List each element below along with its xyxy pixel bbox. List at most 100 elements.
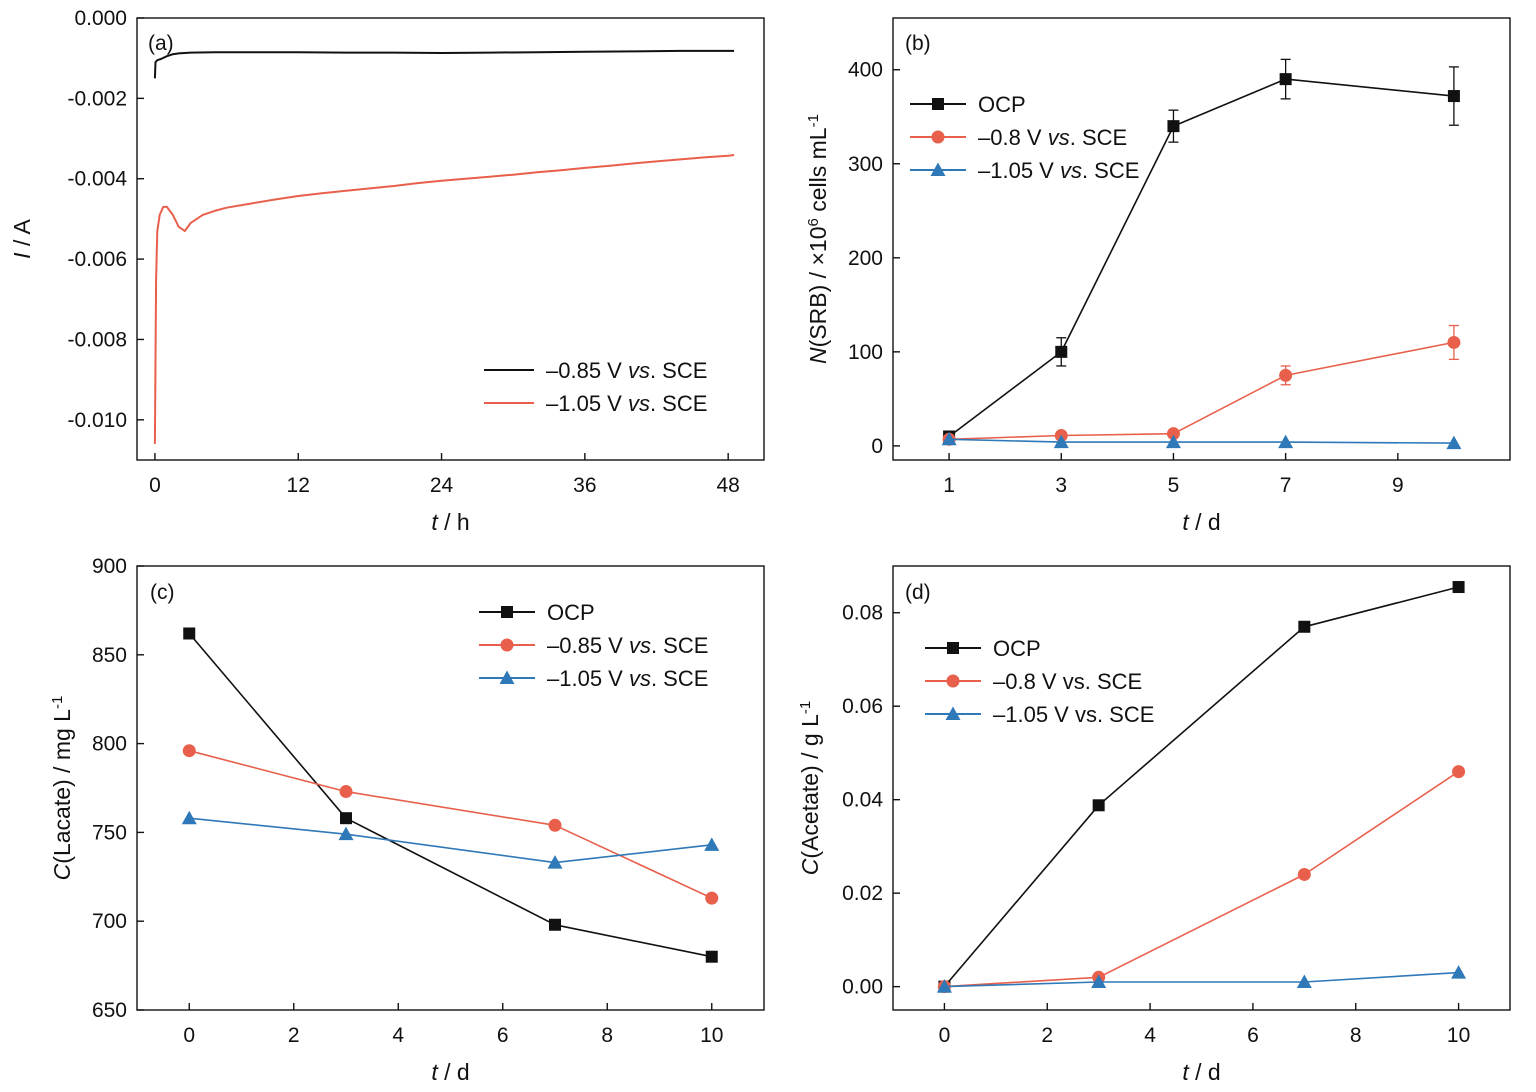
y-axis-label: I / A — [9, 219, 35, 259]
y-axis-label: C(Lacate) / mg L-1 — [49, 696, 76, 881]
data-point — [1167, 120, 1180, 133]
panel-label: (b) — [905, 32, 931, 55]
y-tick-label: 0.00 — [842, 976, 883, 999]
x-axis-label: t / d — [1182, 1059, 1220, 1085]
x-tick-label: 3 — [1055, 474, 1067, 497]
data-point — [1451, 965, 1467, 979]
x-tick-label: 9 — [1392, 474, 1404, 497]
plot-frame — [136, 17, 765, 461]
data-point — [547, 855, 563, 869]
data-point — [340, 812, 352, 825]
data-point — [1092, 799, 1105, 812]
y-tick-label: 0.000 — [74, 7, 127, 30]
y-axis-label: C(Acetate) / g L-1 — [797, 701, 824, 875]
y-tick-label: 0.06 — [842, 695, 883, 718]
x-tick-label: 2 — [1041, 1024, 1053, 1047]
series-line — [153, 154, 735, 444]
series-line — [153, 49, 735, 79]
data-point — [1166, 427, 1180, 441]
data-point — [1055, 345, 1068, 358]
x-tick-label: 7 — [1280, 474, 1292, 497]
y-tick-label: 850 — [92, 644, 127, 667]
y-tick-label: 200 — [848, 247, 883, 270]
y-tick-label: 700 — [92, 910, 127, 933]
x-tick-label: 24 — [430, 474, 454, 497]
data-point — [339, 785, 353, 799]
series-line — [949, 341, 1455, 441]
x-tick-label: 8 — [601, 1024, 613, 1047]
legend-marker — [946, 674, 960, 688]
legend-entry-label: –0.85 V vs. SCE — [546, 358, 707, 383]
legend-marker — [932, 98, 944, 110]
x-tick-label: 6 — [497, 1024, 509, 1047]
legend-marker — [500, 638, 514, 652]
data-point — [1165, 434, 1181, 449]
x-tick-label: 4 — [1144, 1024, 1156, 1047]
legend-marker — [945, 706, 961, 720]
panel-label: (d) — [905, 581, 931, 604]
plot-frame — [892, 565, 1511, 1011]
x-tick-label: 0 — [149, 474, 161, 497]
y-tick-label: -0.002 — [67, 87, 127, 110]
data-point — [338, 826, 354, 841]
legend-entry-label: –0.8 V vs. SCE — [978, 125, 1127, 150]
series-line — [189, 817, 712, 864]
x-tick-label: 48 — [716, 474, 739, 497]
data-point — [1091, 974, 1107, 988]
legend-marker — [931, 130, 945, 144]
y-tick-label: 650 — [92, 999, 127, 1022]
legend-entry-label: –0.8 V vs. SCE — [993, 669, 1142, 694]
series-line — [189, 749, 713, 899]
data-point — [1452, 765, 1466, 779]
data-point — [705, 891, 719, 905]
legend-entry-label: –0.85 V vs. SCE — [547, 633, 708, 658]
y-tick-label: -0.010 — [67, 409, 127, 432]
data-point — [549, 918, 561, 931]
series-line — [944, 971, 1459, 988]
series-line — [944, 770, 1460, 988]
y-tick-label: 300 — [848, 153, 883, 176]
panel-label: (a) — [148, 32, 174, 55]
x-tick-label: 2 — [288, 1024, 300, 1047]
series-line — [949, 438, 1454, 444]
data-point — [1278, 434, 1294, 449]
x-tick-label: 0 — [939, 1024, 951, 1047]
legend-marker — [499, 670, 515, 684]
y-tick-label: -0.006 — [67, 248, 127, 271]
y-tick-label: 100 — [848, 341, 883, 364]
x-axis-label: t / h — [431, 509, 469, 535]
x-tick-label: 4 — [392, 1024, 404, 1047]
chart-panel-1: 0 12 24 36 48 -0.010 -0.008 -0.006 -0.004 -0.002 0… — [9, 7, 765, 535]
data-point — [1297, 867, 1311, 881]
x-tick-label: 12 — [287, 474, 310, 497]
legend-entry-label: –1.05 V vs. SCE — [993, 702, 1154, 727]
y-tick-label: 750 — [92, 821, 127, 844]
legend-entry-label: –1.05 V vs. SCE — [978, 158, 1139, 183]
data-point — [548, 818, 562, 832]
data-point — [182, 744, 196, 758]
data-point — [705, 950, 718, 963]
y-tick-label: 0.08 — [842, 602, 883, 625]
data-point — [1279, 368, 1293, 382]
x-tick-label: 36 — [573, 474, 596, 497]
legend-entry-label: –1.05 V vs. SCE — [546, 391, 707, 416]
y-tick-label: 0.02 — [842, 882, 883, 905]
legend-entry-label: OCP — [993, 636, 1041, 661]
x-tick-label: 8 — [1350, 1024, 1362, 1047]
data-point — [1452, 581, 1465, 594]
data-point — [1053, 434, 1069, 449]
legend-entry-label: OCP — [547, 600, 595, 625]
data-point — [1296, 974, 1312, 988]
data-point — [936, 979, 952, 993]
data-point — [1447, 335, 1461, 349]
chart-panel-2: 1 3 5 7 9 0 100 200 300 400 t / d N(SRB) / ×106 cel… — [805, 17, 1511, 535]
plot-frame — [136, 565, 765, 1011]
x-axis-label: t / d — [431, 1059, 469, 1085]
chart-panel-4: 0 2 4 6 8 10 0.00 0.02 0.04 0.06 0.08 t / d C(Acetat… — [797, 565, 1511, 1085]
legend-entry-label: OCP — [978, 92, 1026, 117]
panel-label: (c) — [150, 581, 175, 604]
y-tick-label: 800 — [92, 733, 127, 756]
data-point — [1446, 435, 1462, 450]
y-tick-label: 900 — [92, 555, 127, 578]
data-point — [181, 810, 197, 825]
